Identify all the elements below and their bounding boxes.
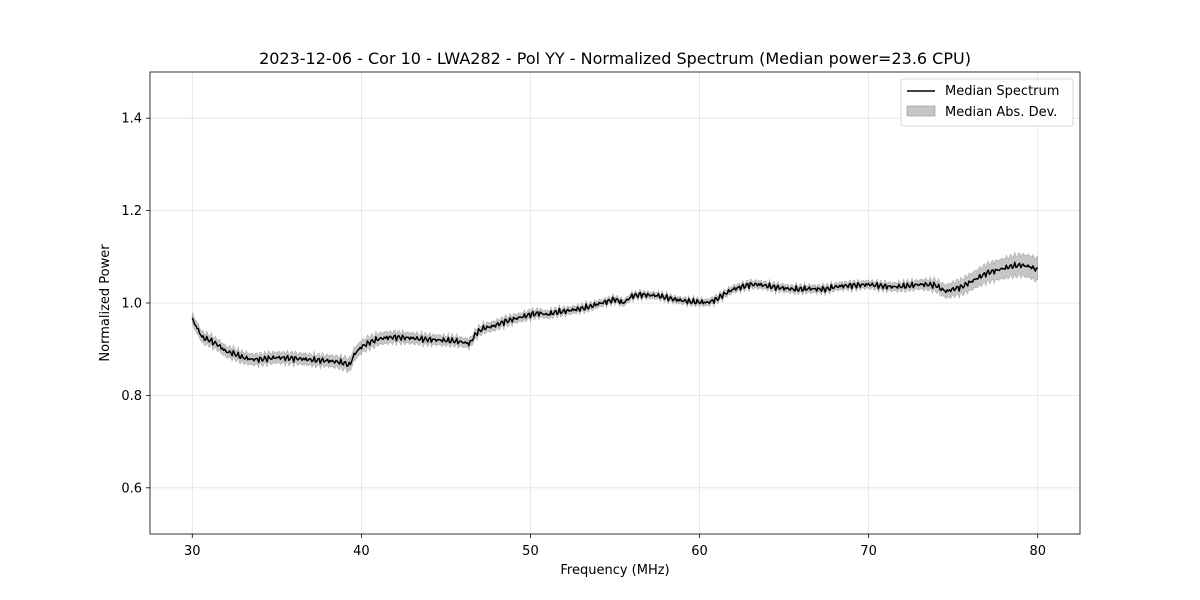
legend-entry-median-abs-dev: Median Abs. Dev. bbox=[945, 105, 1057, 120]
x-tick-label: 60 bbox=[691, 544, 708, 559]
mad-band-area bbox=[191, 251, 1039, 373]
legend-entry-median-spectrum: Median Spectrum bbox=[945, 84, 1059, 99]
legend-box bbox=[900, 78, 1074, 127]
y-axis-ticks: 0.6 0.8 1.0 1.2 1.4 bbox=[121, 112, 150, 496]
median-abs-dev-band bbox=[191, 251, 1039, 373]
y-tick-label: 1.4 bbox=[121, 112, 142, 127]
legend-swatch-median-abs-dev bbox=[906, 105, 936, 117]
x-axis-ticks: 30 40 50 60 70 80 bbox=[184, 534, 1046, 559]
x-tick-label: 30 bbox=[184, 544, 201, 559]
x-tick-label: 40 bbox=[353, 544, 370, 559]
y-tick-label: 0.8 bbox=[121, 389, 142, 404]
x-axis-label: Frequency (MHz) bbox=[560, 563, 669, 578]
y-axis-label: Normalized Power bbox=[98, 244, 113, 362]
median-spectrum-path bbox=[191, 261, 1038, 367]
y-tick-label: 1.2 bbox=[121, 204, 142, 219]
median-spectrum-line bbox=[191, 261, 1038, 367]
x-tick-label: 50 bbox=[522, 544, 539, 559]
y-tick-label: 0.6 bbox=[121, 481, 142, 496]
x-tick-label: 80 bbox=[1029, 544, 1046, 559]
x-tick-label: 70 bbox=[860, 544, 877, 559]
legend: Median Spectrum Median Abs. Dev. bbox=[900, 78, 1074, 127]
y-tick-label: 1.0 bbox=[121, 297, 142, 312]
chart-title: 2023-12-06 - Cor 10 - LWA282 - Pol YY - … bbox=[259, 49, 971, 68]
